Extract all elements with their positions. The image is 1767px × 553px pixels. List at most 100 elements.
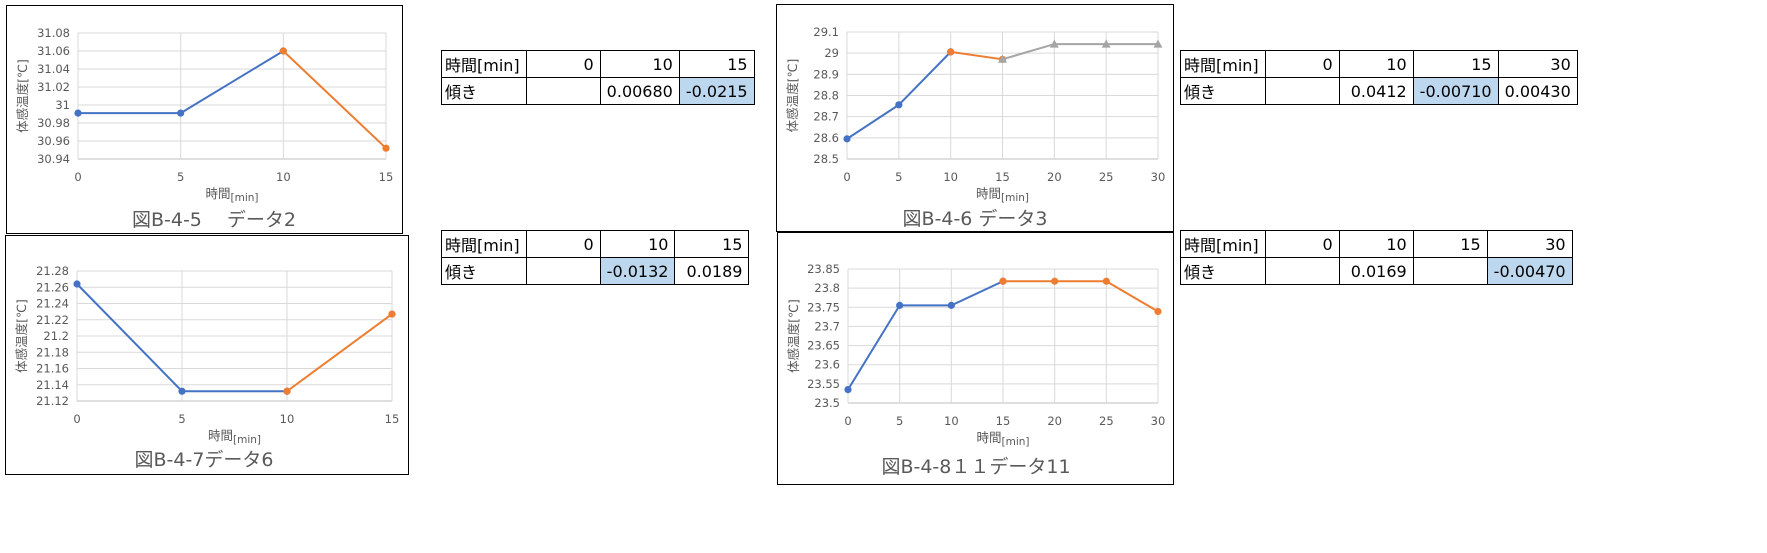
- x-axis-title-unit: [min]: [1002, 436, 1030, 448]
- x-axis-title: 時間[min]: [976, 186, 1029, 204]
- row-label-time: 時間[min]: [441, 50, 527, 78]
- slope-table-data2: 時間[min] 0 10 15 傾き 0.00680 -0.0215: [441, 50, 755, 105]
- y-tick-label: 31.02: [37, 80, 70, 94]
- y-tick-label: 23.55: [807, 377, 840, 391]
- series-2-point: [947, 48, 955, 56]
- series-2-line: [282, 50, 387, 149]
- series-3-point: [998, 54, 1007, 63]
- x-tick-label: 5: [178, 412, 185, 426]
- y-tick-label: 28.6: [813, 131, 839, 145]
- y-tick-label: 21.26: [36, 280, 69, 294]
- slope-row: 傾き -0.0132 0.0189: [441, 257, 750, 285]
- series-1-point: [895, 101, 903, 109]
- y-tick-label: 28.8: [813, 89, 839, 103]
- series-1-point: [178, 387, 186, 395]
- time-cell: 30: [1497, 50, 1578, 78]
- x-axis-title-unit: [min]: [1001, 192, 1029, 204]
- series-3-point: [1049, 39, 1059, 48]
- series-2-point: [1154, 307, 1162, 316]
- time-header-row: 時間[min] 0 10 15 30: [1180, 50, 1578, 78]
- x-tick-label: 20: [1047, 414, 1062, 428]
- time-header-row: 時間[min] 0 10 15: [441, 230, 750, 258]
- x-axis-title: 時間[min]: [205, 186, 258, 204]
- series-3-point: [1101, 39, 1111, 48]
- chart3-caption: 図B-4-6 データ3: [902, 208, 1048, 230]
- y-axis-title: 体感温度[℃]: [786, 299, 801, 373]
- slope-table-data3: 時間[min] 0 10 15 30 傾き 0.0412 -0.00710 0.00430: [1180, 50, 1578, 105]
- time-cell: 30: [1486, 230, 1573, 258]
- x-tick-label: 25: [1099, 170, 1114, 184]
- x-tick-label: 20: [1047, 170, 1062, 184]
- x-tick-label: 0: [843, 170, 850, 184]
- x-axis-title-main: 時間: [976, 430, 1001, 445]
- chart1-svg: 30.94 30.96 30.98 31 31.02 31.04 31.06 31.08 0 5 1…: [15, 26, 394, 204]
- y-tick-label: 31.06: [37, 44, 70, 58]
- x-axis-title-unit: [min]: [231, 192, 259, 204]
- slope-row: 傾き 0.0412 -0.00710 0.00430: [1180, 77, 1578, 105]
- time-cell: 15: [674, 230, 750, 258]
- y-tick-label: 21.16: [36, 362, 69, 376]
- x-axis-title: 時間[min]: [208, 428, 261, 446]
- y-tick-label: 23.5: [814, 396, 840, 410]
- time-cell: 15: [678, 50, 755, 78]
- x-axis-title-main: 時間: [208, 428, 233, 443]
- chart1-caption: 図B-4-5 データ2: [131, 209, 297, 231]
- series-1-line: [847, 280, 1004, 391]
- x-tick-label: 15: [996, 414, 1011, 428]
- y-tick-label: 30.96: [37, 134, 70, 148]
- row-label-time: 時間[min]: [1180, 50, 1266, 78]
- y-tick-label: 21.22: [36, 313, 69, 327]
- y-tick-label: 21.18: [36, 345, 69, 359]
- time-cell: 15: [1412, 50, 1499, 78]
- x-tick-label: 25: [1099, 414, 1114, 428]
- series-2-line: [1003, 280, 1159, 313]
- slope-cell: 0.0189: [674, 257, 750, 285]
- time-cell: 10: [599, 230, 676, 258]
- row-label-slope: 傾き: [1180, 257, 1266, 285]
- chart-frame-data6: 21.12 21.14 21.16 21.18 21.2 21.22 21.24 21.26 2…: [5, 235, 409, 475]
- time-cell: 0: [1264, 230, 1340, 258]
- x-tick-label: 15: [995, 170, 1010, 184]
- slope-cell: 0.00680: [599, 77, 680, 105]
- y-tick-label: 29.1: [813, 25, 839, 39]
- y-tick-label: 23.85: [807, 262, 840, 276]
- x-tick-label: 15: [379, 170, 394, 184]
- x-tick-label: 0: [73, 412, 80, 426]
- slope-table-data11: 時間[min] 0 10 15 30 傾き 0.0169 -0.00470: [1180, 230, 1573, 285]
- time-cell: 10: [599, 50, 680, 78]
- chart3-svg: 28.5 28.6 28.7 28.8 28.9 29 29.1 0 5 10 15 20 25 30 体感…: [785, 25, 1166, 204]
- slope-cell: -0.0132: [599, 257, 676, 285]
- x-tick-label: 10: [944, 414, 959, 428]
- series-2-line: [286, 313, 393, 393]
- y-tick-label: 30.94: [37, 152, 70, 166]
- x-tick-label: 10: [943, 170, 958, 184]
- x-tick-label: 0: [844, 414, 851, 428]
- y-tick-label: 29: [824, 46, 839, 60]
- series-2-point: [999, 277, 1007, 285]
- x-tick-label: 10: [280, 412, 295, 426]
- x-tick-label: 10: [276, 170, 291, 184]
- slope-cell: 0.00430: [1497, 77, 1578, 105]
- y-tick-label: 31.04: [37, 62, 70, 76]
- time-cell: 0: [525, 230, 601, 258]
- slope-cell: [525, 77, 601, 105]
- x-tick-label: 5: [895, 170, 902, 184]
- slope-cell: [1264, 77, 1340, 105]
- slope-row: 傾き 0.0169 -0.00470: [1180, 257, 1573, 285]
- series-2-point: [388, 310, 396, 318]
- series-3-point: [1153, 39, 1163, 48]
- time-cell: 10: [1338, 50, 1414, 78]
- y-tick-label: 31: [55, 98, 70, 112]
- x-tick-label: 30: [1151, 170, 1166, 184]
- slope-cell: 0.0412: [1338, 77, 1414, 105]
- y-tick-label: 28.5: [813, 152, 839, 166]
- slope-cell: [1412, 257, 1488, 285]
- slope-cell: -0.0215: [678, 77, 755, 105]
- chart-frame-data11: 23.5 23.55 23.6 23.65 23.7 23.75 23.8 23.85 0 5 10…: [777, 232, 1174, 485]
- series-1-point: [947, 301, 955, 309]
- row-label-slope: 傾き: [441, 77, 527, 105]
- series-1-point: [843, 135, 851, 143]
- y-tick-label: 23.6: [814, 358, 840, 372]
- y-tick-label: 23.75: [807, 300, 840, 314]
- y-tick-label: 23.7: [814, 319, 840, 333]
